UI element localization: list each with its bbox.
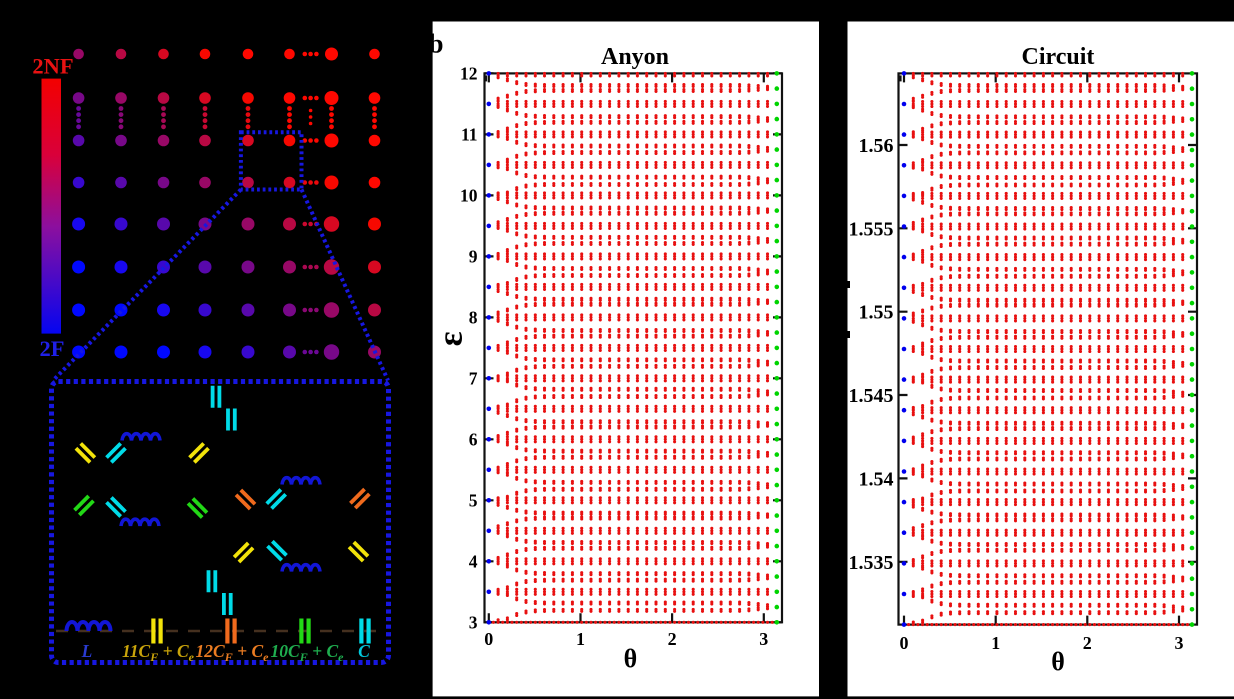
svg-text:9: 9: [469, 246, 478, 266]
svg-text:C: C: [358, 641, 370, 661]
svg-text:11CF + Ce: 11CF + Ce: [122, 641, 195, 664]
svg-text:θ: θ: [624, 644, 638, 673]
svg-text:11: 11: [461, 124, 478, 144]
svg-text:6: 6: [469, 429, 478, 449]
svg-text:L: L: [81, 641, 93, 661]
svg-text:3: 3: [1175, 633, 1184, 653]
svg-text:Circuit: Circuit: [1022, 44, 1095, 70]
svg-text:3: 3: [759, 629, 768, 649]
svg-text:2: 2: [1083, 633, 1092, 653]
svg-text:1: 1: [991, 633, 1000, 653]
svg-text:1.54: 1.54: [859, 468, 894, 490]
svg-text:b: b: [429, 29, 444, 59]
svg-text:θ: θ: [1051, 647, 1065, 676]
svg-text:1.545: 1.545: [849, 385, 894, 407]
svg-text:4: 4: [469, 551, 478, 571]
svg-text:3: 3: [469, 612, 478, 632]
svg-text:10CF + Ce: 10CF + Ce: [271, 641, 345, 664]
svg-text:10: 10: [460, 185, 478, 205]
svg-text:0: 0: [900, 633, 909, 653]
svg-text:7: 7: [469, 368, 478, 388]
svg-text:12: 12: [460, 63, 478, 83]
svg-text:1.55: 1.55: [859, 302, 894, 324]
svg-text:1.56: 1.56: [859, 135, 894, 157]
svg-text:Anyon: Anyon: [601, 44, 669, 70]
svg-text:2NF: 2NF: [32, 54, 73, 79]
svg-text:2: 2: [668, 629, 677, 649]
svg-text:5: 5: [469, 490, 478, 510]
svg-text:ε: ε: [431, 331, 470, 346]
svg-text:0: 0: [484, 629, 493, 649]
svg-text:2F: 2F: [40, 336, 65, 361]
svg-text:8: 8: [469, 307, 478, 327]
svg-text:1.555: 1.555: [849, 218, 894, 240]
svg-text:1: 1: [576, 629, 585, 649]
svg-text:1.535: 1.535: [849, 552, 894, 574]
svg-text:12CF + Ce: 12CF + Ce: [196, 641, 270, 664]
